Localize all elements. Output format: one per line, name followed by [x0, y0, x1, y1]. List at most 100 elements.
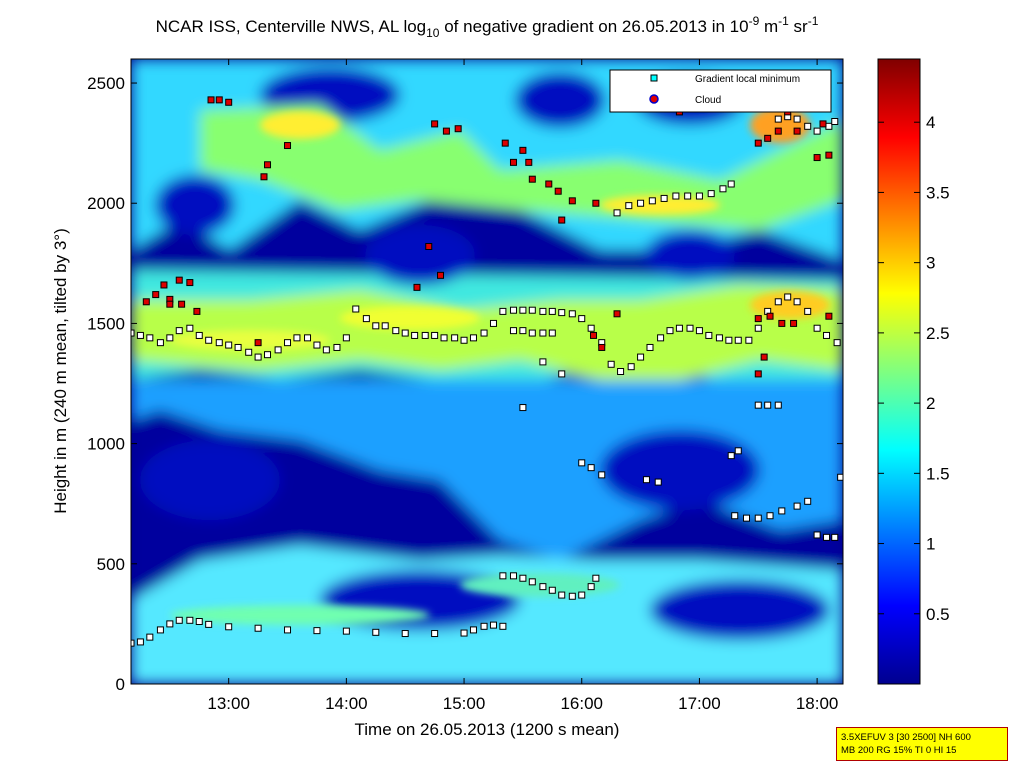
colorbar-ticks: 0.5 1 1.5 2 2.5 3 3.5 4: [878, 113, 950, 624]
gradient-minimum-point: [774, 115, 782, 123]
legend-marker-gradient-minimum: [650, 74, 658, 82]
heatmap-region: [600, 430, 760, 510]
gradient-minimum-point: [675, 324, 683, 332]
gradient-minimum-point: [539, 583, 547, 591]
gradient-minimum-point: [519, 574, 527, 582]
gradient-minimum-point: [587, 324, 595, 332]
gradient-minimum-point: [342, 627, 350, 635]
gradient-minimum-point: [727, 452, 735, 460]
gradient-minimum-point: [156, 339, 164, 347]
title-sub-10: 10: [426, 26, 440, 40]
cloud-point: [813, 154, 821, 162]
gradient-minimum-point: [136, 638, 144, 646]
x-tick-label: 15:00: [443, 694, 486, 713]
gradient-minimum-point: [372, 322, 380, 330]
heatmap-region: [155, 175, 235, 235]
gradient-minimum-point: [499, 572, 507, 580]
title-part-tail: of negative gradient on 26.05.2013 in 10: [439, 17, 748, 36]
gradient-minimum-point: [793, 502, 801, 510]
gradient-minimum-point: [719, 185, 727, 193]
gradient-minimum-point: [672, 192, 680, 200]
title-part-main: NCAR ISS, Centerville NWS, AL log: [156, 17, 427, 36]
heatmap-hotspot: [260, 111, 340, 139]
gradient-minimum-point: [539, 329, 547, 337]
gradient-minimum-point: [411, 331, 419, 339]
gradient-minimum-point: [745, 336, 753, 344]
gradient-minimum-point: [813, 324, 821, 332]
gradient-minimum-point: [313, 627, 321, 635]
gradient-minimum-point: [469, 334, 477, 342]
gradient-minimum-point: [715, 334, 723, 342]
gradient-minimum-point: [774, 298, 782, 306]
cloud-point: [592, 199, 600, 207]
gradient-minimum-point: [431, 331, 439, 339]
cloud-point: [186, 279, 194, 287]
gradient-minimum-point: [215, 339, 223, 347]
gradient-minimum-point: [727, 180, 735, 188]
gradient-minimum-point: [558, 370, 566, 378]
info-box: 3.5XEFUV 3 [30 2500] NH 600 MB 200 RG 15…: [836, 727, 1008, 761]
colorbar-tick-label: 4: [926, 113, 935, 132]
cloud-point: [437, 271, 445, 279]
x-axis-ticks: 13:00 14:00 15:00 16:00 17:00 18:00: [207, 59, 838, 713]
title-sup-exp2: -1: [778, 14, 789, 28]
gradient-minimum-point: [705, 331, 713, 339]
gradient-minimum-point: [460, 629, 468, 637]
title-part-sr: sr: [789, 17, 808, 36]
gradient-minimum-point: [823, 533, 831, 541]
gradient-minimum-point: [392, 327, 400, 335]
gradient-minimum-point: [642, 476, 650, 484]
gradient-minimum-point: [648, 197, 656, 205]
gradient-minimum-point: [592, 574, 600, 582]
gradient-minimum-point: [489, 319, 497, 327]
gradient-minimum-point: [156, 626, 164, 634]
gradient-minimum-point: [205, 620, 213, 628]
chart-title: NCAR ISS, Centerville NWS, AL log10 of n…: [156, 14, 819, 40]
colorbar-tick-label: 1: [926, 535, 935, 554]
heatmap-region: [515, 72, 605, 128]
gradient-minimum-point: [695, 327, 703, 335]
gradient-minimum-point: [558, 591, 566, 599]
plot-frame: [130, 58, 844, 685]
cloud-point: [225, 98, 233, 106]
y-tick-label: 2500: [87, 74, 125, 93]
gradient-minimum-point: [654, 478, 662, 486]
gradient-minimum-point: [195, 618, 203, 625]
gradient-minimum-point: [734, 447, 742, 455]
cloud-point: [819, 120, 827, 128]
plot-area: [131, 59, 843, 684]
cloud-point: [825, 151, 833, 159]
gradient-minimum-point: [707, 190, 715, 198]
heatmap-hotspot: [600, 195, 720, 215]
gradient-minimum-point: [362, 315, 370, 323]
gradient-minimum-point: [813, 531, 821, 539]
cloud-point: [509, 158, 517, 166]
cloud-point: [160, 281, 168, 289]
gradient-minimum-point: [225, 623, 233, 631]
cloud-point: [284, 142, 292, 150]
cloud-point: [264, 161, 272, 169]
cloud-point: [545, 180, 553, 188]
info-box-line-1: 3.5XEFUV 3 [30 2500] NH 600: [841, 732, 971, 743]
cloud-point: [142, 298, 150, 306]
heatmap-region: [650, 580, 830, 640]
gradient-minimum-point: [195, 331, 203, 339]
gradient-minimum-point: [568, 592, 576, 600]
heatmap-region: [645, 230, 735, 280]
gradient-minimum-point: [460, 336, 468, 344]
gradient-minimum-point: [831, 118, 839, 125]
gradient-minimum-point: [254, 353, 262, 361]
gradient-minimum-point: [837, 473, 843, 481]
cloud-point: [613, 310, 621, 318]
cloud-point: [166, 300, 174, 308]
gradient-minimum-point: [578, 591, 586, 599]
gradient-minimum-point: [469, 626, 477, 634]
gradient-minimum-point: [509, 306, 517, 314]
gradient-minimum-point: [274, 346, 282, 354]
gradient-minimum-point: [548, 329, 556, 337]
y-tick-label: 500: [97, 555, 125, 574]
colorbar-tick-label: 2.5: [926, 324, 950, 343]
y-tick-label: 0: [116, 675, 125, 694]
cloud-point: [764, 134, 772, 142]
